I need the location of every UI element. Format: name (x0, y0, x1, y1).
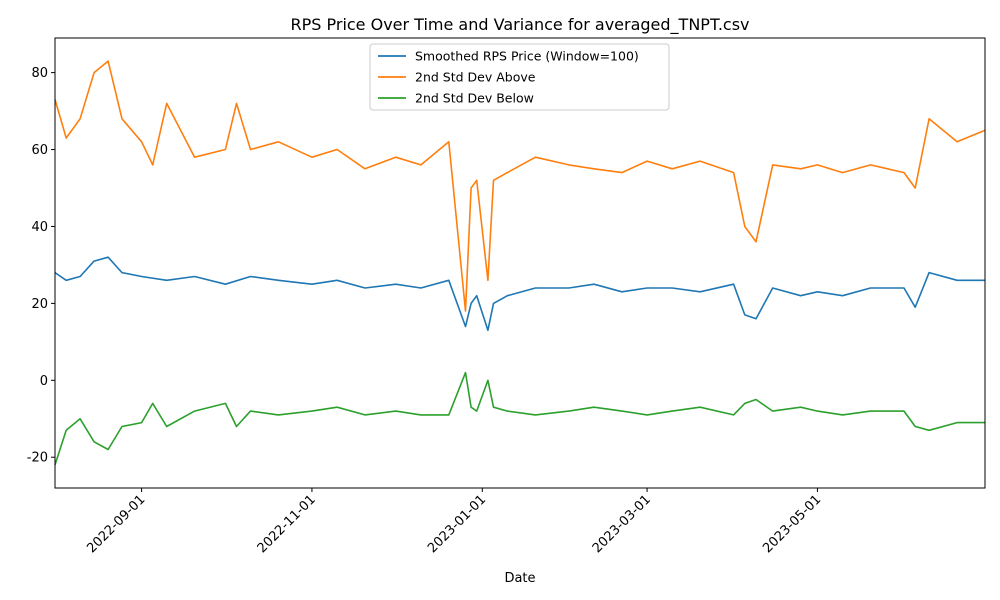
chart-title: RPS Price Over Time and Variance for ave… (290, 15, 749, 35)
y-tick-label: 0 (40, 374, 48, 389)
y-tick-label: 80 (31, 66, 48, 81)
plot-lines (54, 60, 986, 466)
legend-box (369, 43, 670, 111)
x-tick-label: 2023-03-01 (590, 492, 654, 556)
series-line-1 (54, 256, 985, 332)
x-axis: 2022-09-01 2022-11-01 2023-01-01 2023-03-01… (84, 488, 824, 556)
legend-label: 2nd Std Dev Above (415, 70, 536, 85)
series-line-3 (54, 371, 985, 466)
y-tick-label: -20 (27, 451, 48, 466)
x-tick-label: 2022-11-01 (255, 492, 319, 556)
y-axis: -20 0 20 40 60 80 (27, 66, 55, 466)
x-tick-label: 2023-01-01 (425, 492, 489, 556)
series-line-2 (54, 60, 986, 312)
x-axis-label: Date (504, 571, 535, 586)
y-tick-label: 40 (31, 220, 48, 235)
x-tick-label: 2023-05-01 (760, 492, 824, 556)
legend-label: 2nd Std Dev Below (415, 91, 534, 106)
x-tick-label: 2022-09-01 (84, 492, 148, 556)
legend: Smoothed RPS Price (Window=100) 2nd Std D… (369, 43, 670, 111)
y-tick-label: 60 (31, 143, 48, 158)
y-tick-label: 20 (31, 297, 48, 312)
legend-label: Smoothed RPS Price (Window=100) (415, 49, 639, 64)
plot-frame (54, 37, 986, 489)
